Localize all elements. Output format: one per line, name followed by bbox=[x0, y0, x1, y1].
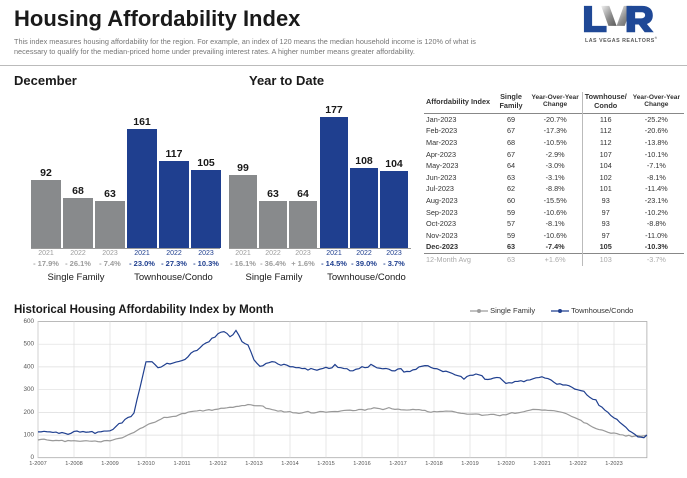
svg-text:1-2008: 1-2008 bbox=[65, 461, 82, 467]
svg-text:500: 500 bbox=[23, 341, 34, 348]
svg-text:1-2020: 1-2020 bbox=[497, 461, 514, 467]
svg-text:1-2017: 1-2017 bbox=[389, 461, 406, 467]
svg-text:1-2013: 1-2013 bbox=[245, 461, 262, 467]
svg-text:1-2022: 1-2022 bbox=[569, 461, 586, 467]
svg-text:1-2016: 1-2016 bbox=[353, 461, 370, 467]
svg-text:1-2007: 1-2007 bbox=[29, 461, 46, 467]
svg-text:1-2015: 1-2015 bbox=[317, 461, 334, 467]
svg-text:100: 100 bbox=[23, 432, 34, 439]
svg-text:1-2019: 1-2019 bbox=[461, 461, 478, 467]
svg-text:1-2012: 1-2012 bbox=[209, 461, 226, 467]
svg-text:400: 400 bbox=[23, 363, 34, 370]
svg-text:300: 300 bbox=[23, 386, 34, 393]
svg-text:600: 600 bbox=[23, 318, 34, 325]
svg-text:1-2014: 1-2014 bbox=[281, 461, 298, 467]
svg-text:1-2009: 1-2009 bbox=[101, 461, 118, 467]
svg-text:1-2018: 1-2018 bbox=[425, 461, 442, 467]
svg-text:1-2021: 1-2021 bbox=[533, 461, 550, 467]
svg-text:1-2023: 1-2023 bbox=[605, 461, 622, 467]
svg-text:1-2010: 1-2010 bbox=[137, 461, 154, 467]
svg-text:200: 200 bbox=[23, 409, 34, 416]
svg-text:1-2011: 1-2011 bbox=[173, 461, 190, 467]
